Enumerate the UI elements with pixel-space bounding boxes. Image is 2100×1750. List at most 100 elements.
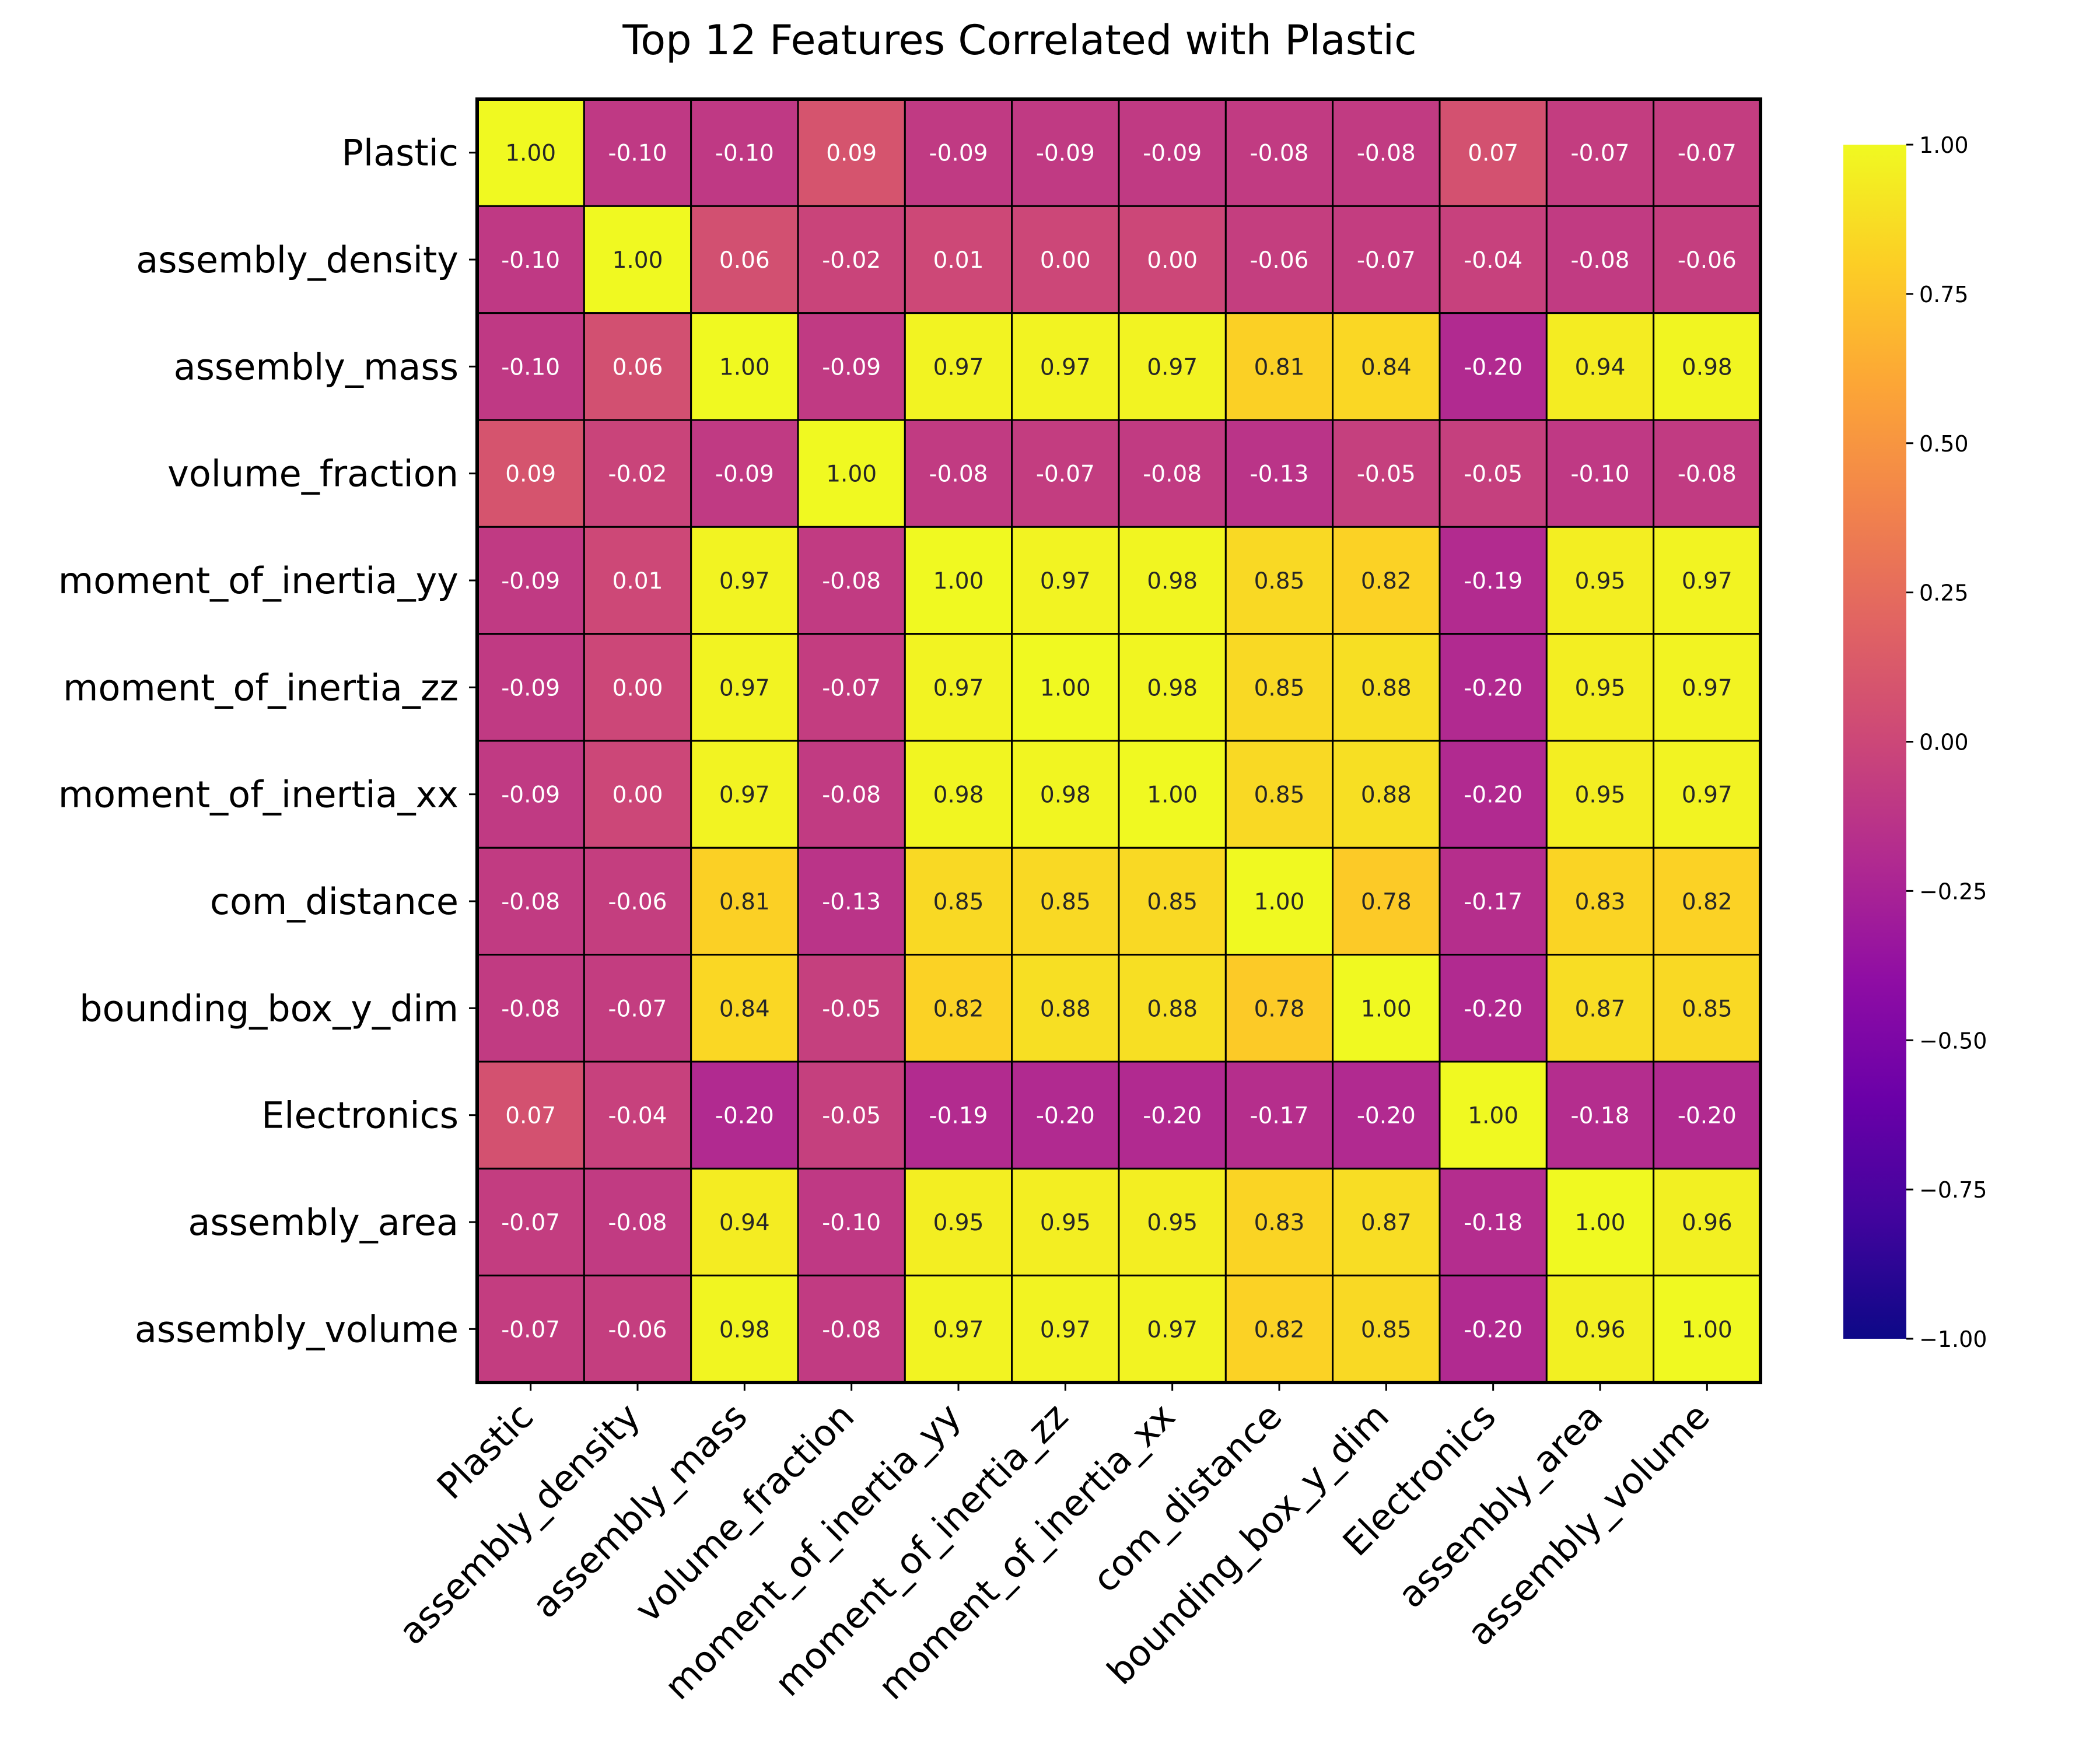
heatmap-cell-1-4 xyxy=(904,205,1013,314)
cell-value-label: -0.09 xyxy=(822,354,881,380)
heatmap-cell-10-8 xyxy=(1332,1167,1441,1277)
heatmap-cell-3-2 xyxy=(690,419,799,528)
cell-value-label: 1.00 xyxy=(1254,889,1305,915)
y-tick-label-volume-fraction: volume_fraction xyxy=(167,453,459,495)
cell-value-label: -0.19 xyxy=(929,1103,988,1129)
y-tick-label-bounding-box-y-dim: bounding_box_y_dim xyxy=(79,987,459,1030)
heatmap-cell-9-6 xyxy=(1118,1060,1227,1170)
cell-value-label: 0.82 xyxy=(1682,889,1732,915)
cell-value-label: -0.20 xyxy=(1143,1103,1202,1129)
y-tick-label-assembly-volume: assembly_volume xyxy=(135,1308,459,1350)
cell-value-label: -0.05 xyxy=(822,996,881,1022)
heatmap-cell-4-5 xyxy=(1011,526,1120,635)
heatmap-cell-7-4 xyxy=(904,846,1013,956)
cell-value-label: -0.07 xyxy=(501,1210,560,1236)
cell-value-label: 0.97 xyxy=(1682,568,1732,594)
heatmap-cell-6-2 xyxy=(690,740,799,849)
heatmap-cell-4-1 xyxy=(583,526,692,635)
cell-value-label: -0.20 xyxy=(1464,1317,1522,1343)
heatmap-cell-2-2 xyxy=(690,312,799,421)
cell-value-label: -0.08 xyxy=(822,1317,881,1343)
heatmap-cell-1-6 xyxy=(1118,205,1227,314)
heatmap-cell-0-5 xyxy=(1011,98,1120,207)
cell-value-label: 0.85 xyxy=(1040,889,1091,915)
cell-value-label: -0.18 xyxy=(1571,1103,1630,1129)
cell-value-label: 0.82 xyxy=(1361,568,1412,594)
heatmap-cell-8-6 xyxy=(1118,954,1227,1063)
heatmap-cell-3-3 xyxy=(797,419,906,528)
y-tick-label-moment-of-inertia-xx: moment_of_inertia_xx xyxy=(58,774,459,816)
heatmap-cell-10-0 xyxy=(476,1167,585,1277)
colorbar-tick-label: −0.50 xyxy=(1919,1028,1987,1054)
cell-value-label: -0.20 xyxy=(1357,1103,1416,1129)
heatmap-cell-9-1 xyxy=(583,1060,692,1170)
heatmap-cell-6-10 xyxy=(1545,740,1655,849)
heatmap-cell-1-1 xyxy=(583,205,692,314)
cell-value-label: 1.00 xyxy=(1147,782,1198,808)
cell-value-label: -0.06 xyxy=(1678,247,1737,274)
heatmap-cell-10-3 xyxy=(797,1167,906,1277)
cell-value-label: 0.97 xyxy=(933,354,984,380)
cell-value-label: 0.81 xyxy=(1254,354,1305,380)
cell-value-label: -0.10 xyxy=(715,141,774,167)
heatmap-cell-11-9 xyxy=(1438,1275,1548,1384)
cell-value-label: -0.08 xyxy=(1143,461,1202,488)
heatmap-cell-5-0 xyxy=(476,633,585,742)
heatmap-frame xyxy=(475,97,1762,1384)
cell-value-label: 0.87 xyxy=(1361,1210,1412,1236)
cell-value-label: -0.20 xyxy=(1464,354,1522,380)
heatmap-cell-0-9 xyxy=(1438,98,1548,207)
cell-value-label: 0.00 xyxy=(1147,247,1198,274)
heatmap-cell-7-11 xyxy=(1653,846,1762,956)
cell-value-label: 1.00 xyxy=(933,568,984,594)
cell-value-label: -0.06 xyxy=(608,889,667,915)
heatmap-cell-9-10 xyxy=(1545,1060,1655,1170)
heatmap-cell-5-3 xyxy=(797,633,906,742)
heatmap-cell-0-0 xyxy=(476,98,585,207)
cell-value-label: -0.09 xyxy=(1143,141,1202,167)
cell-value-label: 0.97 xyxy=(1682,782,1732,808)
heatmap-cell-6-0 xyxy=(476,740,585,849)
colorbar-tick-label: 0.50 xyxy=(1919,431,1969,457)
cell-value-label: -0.08 xyxy=(929,461,988,488)
cell-value-label: 0.82 xyxy=(1254,1317,1305,1343)
cell-value-label: 1.00 xyxy=(1575,1210,1626,1236)
cell-value-label: -0.02 xyxy=(608,461,667,488)
cell-value-label: 0.85 xyxy=(1361,1317,1412,1343)
heatmap-cell-10-9 xyxy=(1438,1167,1548,1277)
heatmap-cell-3-10 xyxy=(1545,419,1655,528)
heatmap-cell-1-10 xyxy=(1545,205,1655,314)
cell-value-label: 0.85 xyxy=(1682,996,1732,1022)
y-tick-label-plastic: Plastic xyxy=(341,132,459,174)
cell-value-label: -0.07 xyxy=(1357,247,1416,274)
heatmap-cell-11-1 xyxy=(583,1275,692,1384)
cell-value-label: -0.05 xyxy=(1464,461,1522,488)
colorbar-tick-label: 0.25 xyxy=(1919,580,1969,606)
colorbar-tick-label: 0.00 xyxy=(1919,730,1969,755)
heatmap-cell-10-6 xyxy=(1118,1167,1227,1277)
cell-value-label: 0.98 xyxy=(933,782,984,808)
heatmap-cell-1-9 xyxy=(1438,205,1548,314)
heatmap-cell-1-3 xyxy=(797,205,906,314)
cell-value-label: 0.09 xyxy=(505,461,556,488)
cell-value-label: 1.00 xyxy=(1040,675,1091,701)
heatmap-cell-10-2 xyxy=(690,1167,799,1277)
heatmap-cell-8-8 xyxy=(1332,954,1441,1063)
cell-value-label: -0.08 xyxy=(501,996,560,1022)
cell-value-label: 0.83 xyxy=(1254,1210,1305,1236)
heatmap-cell-6-9 xyxy=(1438,740,1548,849)
x-tick-label-com-distance: com_distance xyxy=(1084,1395,1290,1601)
cell-value-label: 0.78 xyxy=(1361,889,1412,915)
cell-value-label: -0.07 xyxy=(501,1317,560,1343)
cell-value-label: -0.20 xyxy=(1464,996,1522,1022)
heatmap-cell-7-6 xyxy=(1118,846,1227,956)
cell-value-label: -0.20 xyxy=(1036,1103,1095,1129)
cell-value-label: -0.06 xyxy=(608,1317,667,1343)
cell-value-label: 0.96 xyxy=(1575,1317,1626,1343)
heatmap-cell-7-9 xyxy=(1438,846,1548,956)
heatmap-cell-5-5 xyxy=(1011,633,1120,742)
colorbar-tick-label: 1.00 xyxy=(1919,132,1969,158)
colorbar-tick-label: −0.75 xyxy=(1919,1177,1987,1203)
heatmap-cell-10-5 xyxy=(1011,1167,1120,1277)
